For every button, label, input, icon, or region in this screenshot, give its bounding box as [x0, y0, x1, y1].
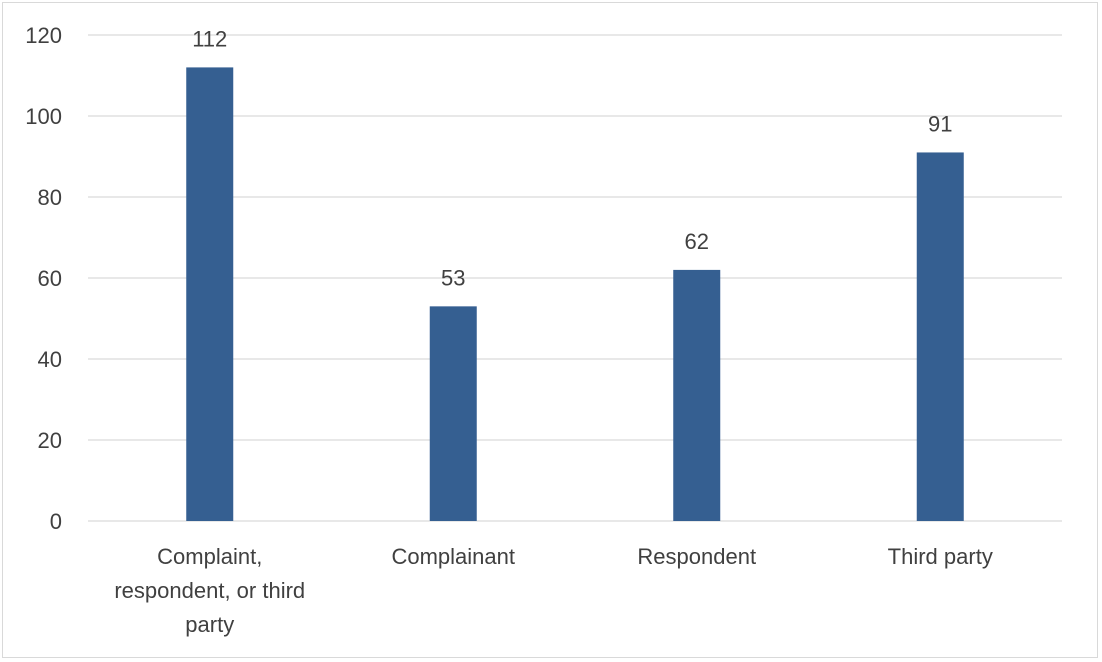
x-category-label: respondent, or third — [114, 578, 305, 603]
gridlines — [88, 34, 1062, 522]
y-tick-label: 80 — [38, 185, 62, 210]
bar-3 — [673, 269, 721, 521]
x-category-label: Respondent — [637, 544, 756, 569]
data-label: 62 — [685, 229, 709, 254]
data-labels: 112 53 62 91 — [192, 26, 952, 290]
x-category-label: Complaint, — [157, 544, 262, 569]
bar-4 — [916, 152, 964, 521]
x-category-label: Third party — [888, 544, 993, 569]
data-label: 91 — [928, 111, 952, 136]
y-tick-label: 20 — [38, 428, 62, 453]
data-label: 112 — [192, 26, 227, 51]
x-category-label: Complainant — [391, 544, 515, 569]
y-tick-label: 0 — [50, 509, 62, 534]
y-tick-label: 120 — [25, 23, 62, 48]
bars — [186, 67, 964, 522]
x-axis-labels: Complaint, respondent, or third party Compl… — [114, 544, 992, 637]
y-tick-label: 40 — [38, 347, 62, 372]
data-label: 53 — [441, 265, 465, 290]
y-tick-label: 100 — [25, 104, 62, 129]
y-tick-label: 60 — [38, 266, 62, 291]
bar-2 — [429, 306, 477, 521]
bar-1 — [186, 67, 234, 522]
y-axis-ticks: 0 20 40 60 80 100 120 — [25, 23, 62, 534]
x-category-label: party — [185, 612, 234, 637]
